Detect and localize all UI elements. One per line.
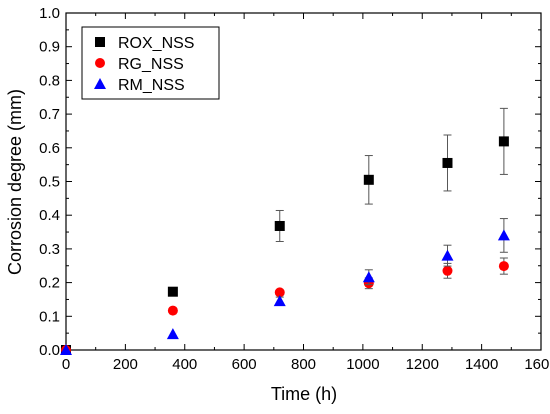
data-point [362,271,375,283]
x-tick-label: 1400 [465,356,498,373]
legend-marker [94,78,106,89]
series-rox-nss [61,107,509,355]
data-series [60,107,510,355]
legend-label: RG_NSS [118,56,184,73]
y-tick-label: 0.3 [39,241,60,258]
data-point [274,287,285,298]
legend: ROX_NSS RG_NSS RM_NSS [81,26,220,100]
y-tick-label: 0.4 [39,207,60,224]
series-rm-nss [60,218,510,355]
data-point [274,220,285,231]
x-tick-label: 400 [172,356,197,373]
legend-label: RM_NSS [118,77,185,94]
data-point [441,249,454,261]
data-point [498,261,509,272]
data-point [442,265,453,276]
x-tick-label: 600 [232,356,257,373]
y-tick-label: 0.7 [39,106,60,123]
legend-label: ROX_NSS [118,35,194,52]
series-rg-nss [61,257,509,355]
data-point [166,328,179,340]
data-point [167,305,178,316]
data-point [498,136,509,147]
legend-marker [95,58,105,68]
data-point [497,229,510,241]
x-tick-label: 800 [291,356,316,373]
data-point [60,344,72,355]
y-tick-label: 1.0 [39,5,60,22]
y-tick-label: 0.2 [39,275,60,292]
y-tick-label: 0.5 [39,174,60,191]
y-tick-label: 0.8 [39,72,60,89]
y-tick-label: 0.1 [39,308,60,325]
y-axis-label: Corrosion degree (mm) [5,89,25,275]
x-axis-label: Time (h) [271,384,337,404]
x-tick-label: 1000 [346,356,379,373]
legend-marker [95,37,105,47]
x-tick-label: 0 [62,356,70,373]
data-point [363,174,374,185]
y-tick-label: 0.6 [39,140,60,157]
x-tick-label: 200 [113,356,138,373]
data-point [273,295,286,307]
y-tick-label: 0.9 [39,39,60,56]
x-tick-label: 1200 [406,356,439,373]
y-tick-label: 0.0 [39,342,60,359]
data-point [167,286,178,297]
data-point [442,157,453,168]
